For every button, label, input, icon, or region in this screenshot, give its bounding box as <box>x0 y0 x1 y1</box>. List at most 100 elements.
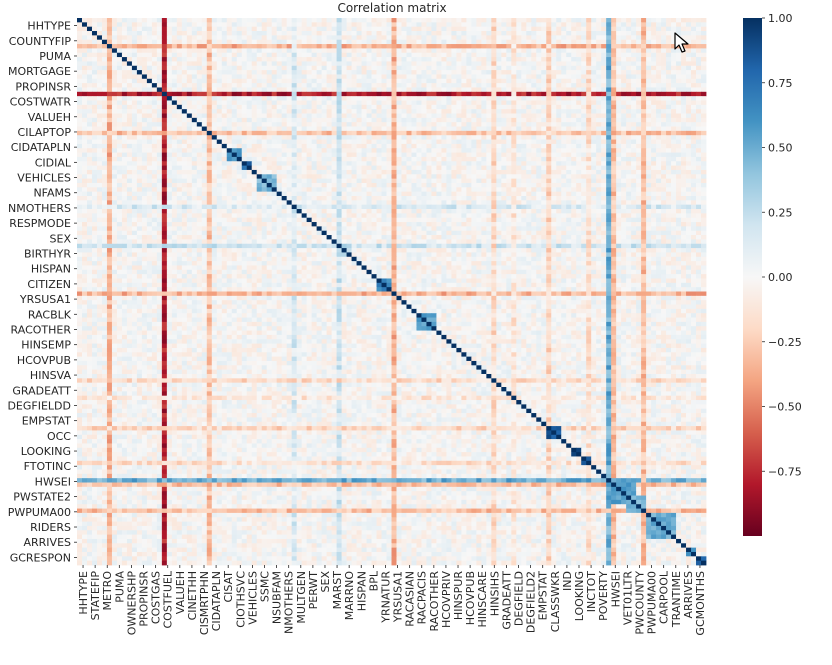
heatmap-cell <box>436 22 442 28</box>
heatmap-cell <box>301 182 308 188</box>
heatmap-cell <box>626 61 632 67</box>
heatmap-cell <box>631 165 637 171</box>
heatmap-cell <box>251 169 258 175</box>
heatmap-cell <box>481 109 487 114</box>
heatmap-cell <box>516 78 522 84</box>
heatmap-cell <box>361 65 367 71</box>
heatmap-cell <box>416 57 422 62</box>
heatmap-cell <box>121 113 128 119</box>
heatmap-cell <box>601 165 607 171</box>
heatmap-cell <box>216 100 223 106</box>
heatmap-cell <box>476 74 482 80</box>
heatmap-cell <box>671 31 677 36</box>
heatmap-cell <box>361 91 367 97</box>
heatmap-cell <box>376 135 382 140</box>
heatmap-cell <box>521 70 527 75</box>
heatmap-cell <box>646 70 652 75</box>
heatmap-cell <box>86 35 93 41</box>
heatmap-cell <box>456 39 462 45</box>
heatmap-cell <box>156 174 163 180</box>
heatmap-cell <box>381 87 387 93</box>
heatmap-cell <box>186 31 193 36</box>
heatmap-cell <box>396 109 402 114</box>
heatmap-cell <box>526 156 532 162</box>
heatmap-cell <box>346 165 352 171</box>
heatmap-cell <box>381 156 387 162</box>
heatmap-cell <box>256 52 263 58</box>
heatmap-cell <box>331 91 337 97</box>
heatmap-cell <box>191 156 198 162</box>
heatmap-cell <box>191 165 198 171</box>
heatmap-cell <box>671 44 677 49</box>
heatmap-cell <box>541 165 547 171</box>
heatmap-cell <box>86 135 93 140</box>
heatmap-cell <box>476 135 482 140</box>
heatmap-cell <box>501 48 507 54</box>
heatmap-cell <box>181 31 188 36</box>
heatmap-cell <box>686 48 692 54</box>
heatmap-cell <box>686 18 692 23</box>
heatmap-cell <box>326 35 332 41</box>
heatmap-cell <box>596 130 602 136</box>
heatmap-cell <box>696 165 702 171</box>
heatmap-cell <box>316 61 323 67</box>
heatmap-cell <box>486 31 492 36</box>
heatmap-cell <box>106 87 113 93</box>
heatmap-cell <box>636 18 642 23</box>
heatmap-cell <box>296 18 303 23</box>
heatmap-cell <box>681 96 687 101</box>
heatmap-cell <box>231 22 238 28</box>
heatmap-cell <box>261 156 268 162</box>
heatmap-cell <box>616 48 622 54</box>
heatmap-cell <box>326 122 332 127</box>
heatmap-cell <box>356 104 362 110</box>
heatmap-cell <box>316 161 323 166</box>
heatmap-cell <box>121 65 128 71</box>
heatmap-cell <box>626 44 632 49</box>
heatmap-cell <box>271 104 278 110</box>
heatmap-cell <box>166 109 173 114</box>
heatmap-cell <box>441 87 447 93</box>
heatmap-cell <box>531 143 537 149</box>
heatmap-cell <box>661 182 667 188</box>
heatmap-cell <box>511 35 517 41</box>
heatmap-cell <box>591 96 597 101</box>
heatmap-cell <box>561 165 567 171</box>
heatmap-cell <box>536 18 542 23</box>
heatmap-cell <box>116 48 123 54</box>
heatmap-cell <box>301 48 308 54</box>
heatmap-cell <box>111 35 118 41</box>
heatmap-cell <box>661 126 667 132</box>
heatmap-cell <box>576 174 582 180</box>
heatmap-cell <box>636 57 642 62</box>
heatmap-cell <box>166 187 173 193</box>
heatmap-cell <box>216 174 223 180</box>
heatmap-cell <box>306 61 313 67</box>
heatmap-cell <box>236 165 243 171</box>
heatmap-cell <box>171 152 178 158</box>
heatmap-cell <box>536 48 542 54</box>
heatmap-cell <box>231 117 238 123</box>
heatmap-cell <box>151 139 158 145</box>
heatmap-cell <box>576 61 582 67</box>
heatmap-cell <box>406 91 412 97</box>
heatmap-cell <box>116 169 123 175</box>
heatmap-cell <box>136 31 143 36</box>
heatmap-cell <box>501 113 507 119</box>
heatmap-cell <box>196 18 203 23</box>
heatmap-cell <box>396 22 402 28</box>
heatmap-cell <box>376 178 382 184</box>
heatmap-cell <box>231 44 238 49</box>
heatmap-cell <box>81 91 88 97</box>
heatmap-cell <box>331 78 337 84</box>
heatmap-cell <box>576 104 582 110</box>
heatmap-cell <box>691 139 697 145</box>
heatmap-cell <box>391 35 397 41</box>
heatmap-cell <box>641 165 647 171</box>
heatmap-cell <box>421 52 427 58</box>
heatmap-cell <box>346 31 352 36</box>
heatmap-cell <box>256 104 263 110</box>
heatmap-cell <box>646 156 652 162</box>
heatmap-cell <box>361 87 367 93</box>
heatmap-cell <box>681 22 687 28</box>
